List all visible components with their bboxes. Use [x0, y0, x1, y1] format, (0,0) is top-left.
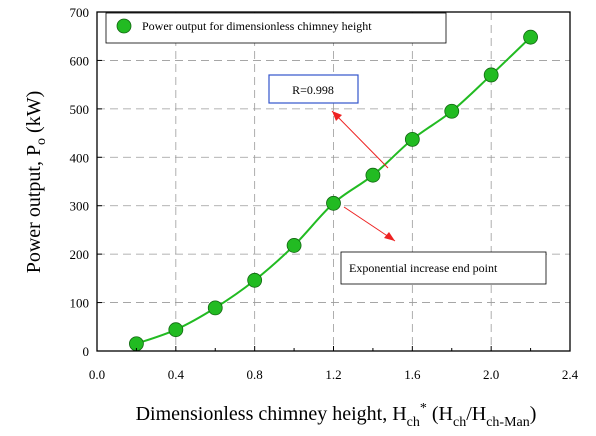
y-tick-label: 300 [70, 199, 90, 214]
data-point [247, 272, 263, 288]
end-point-box [340, 251, 547, 285]
x-axis-title: Dimensionless chimney height, Hch* (Hch/… [136, 401, 537, 430]
data-point [168, 322, 184, 338]
legend-marker [116, 18, 132, 34]
x-tick-label: 0.4 [168, 367, 185, 382]
data-point [326, 195, 341, 211]
x-tick-label: 1.6 [404, 367, 421, 382]
data-point [444, 103, 460, 119]
data-point [523, 29, 538, 45]
x-tick-label: 1.2 [325, 367, 341, 382]
data-point [365, 167, 381, 183]
x-tick-label: 2.4 [562, 367, 579, 382]
end-point-label: Exponential increase end point [349, 261, 498, 275]
legend-label: Power output for dimensionless chimney h… [142, 19, 372, 33]
data-point [286, 238, 302, 253]
y-tick-label: 100 [70, 296, 90, 311]
series [129, 29, 538, 352]
annotation-r-value: R=0.998 [268, 74, 389, 169]
axis-ticks: 0.0 0.4 0.8 1.2 1.6 2.0 2.4 0 100 200 300 400 500 600… [70, 5, 579, 382]
x-tick-label: 2.0 [483, 367, 499, 382]
y-tick-label: 700 [70, 5, 90, 20]
y-tick-label: 600 [70, 53, 90, 68]
y-tick-label: 400 [70, 150, 90, 165]
r-value-box [268, 74, 359, 104]
data-point [483, 67, 499, 83]
x-tick-label: 0.8 [247, 367, 263, 382]
r-value-arrow [331, 110, 389, 169]
r-value-label: R=0.998 [292, 83, 334, 97]
r-value-arrowhead [332, 111, 342, 121]
grid [97, 12, 570, 351]
y-tick-label: 500 [70, 102, 90, 117]
annotation-end-point: Exponential increase end point [340, 206, 547, 285]
end-point-arrowhead [384, 232, 395, 241]
y-tick-label: 200 [70, 247, 90, 262]
x-tick-label: 0.0 [89, 367, 105, 382]
y-axis-title: Power output, Po (kW) [23, 91, 49, 274]
y-tick-label: 0 [83, 344, 90, 359]
legend: Power output for dimensionless chimney h… [105, 12, 447, 44]
data-point [207, 300, 223, 316]
data-point [404, 131, 420, 147]
legend-box [105, 12, 447, 44]
